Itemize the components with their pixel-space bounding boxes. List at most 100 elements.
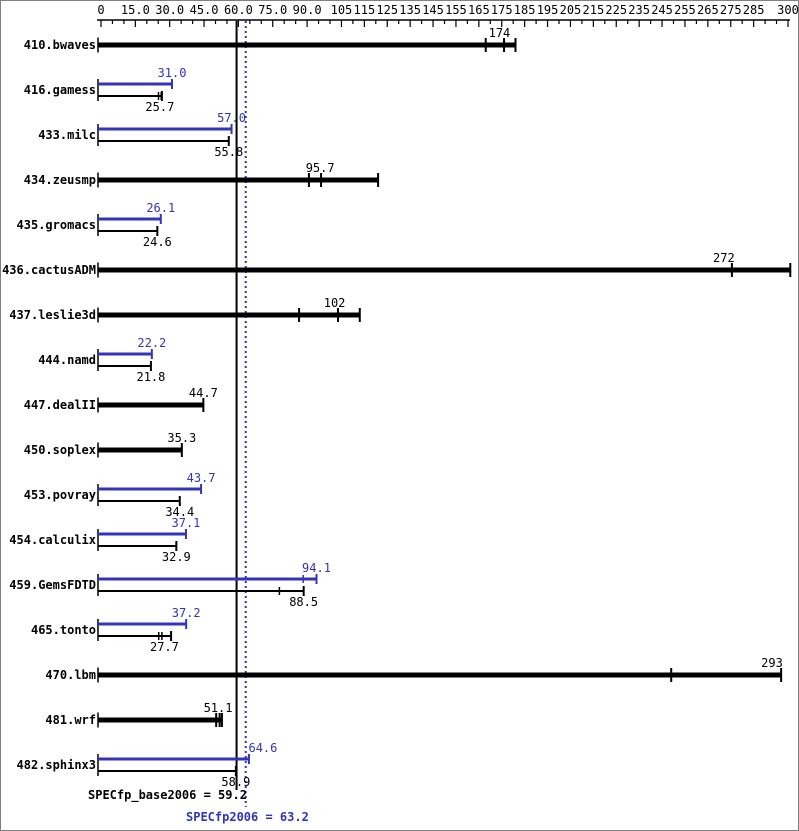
axis-tick-label: 30.0 <box>155 3 184 17</box>
benchmark-label: 481.wrf <box>45 713 96 727</box>
base-bar <box>98 230 158 232</box>
base-value-label: 95.7 <box>306 161 335 175</box>
base-bar <box>98 545 177 547</box>
benchmark-label: 447.dealII <box>24 398 96 412</box>
peak-value-label: 43.7 <box>187 471 216 485</box>
benchmark-label: 416.gamess <box>24 83 96 97</box>
peak-bar <box>98 757 249 761</box>
benchmark-label: 434.zeusmp <box>24 173 96 187</box>
benchmark-label: 470.lbm <box>45 668 96 682</box>
axis-tick-label: 265 <box>697 3 719 17</box>
axis-tick-label: 245 <box>651 3 673 17</box>
specfp2006-summary: SPECfp2006 = 63.2 <box>186 810 309 824</box>
benchmark-row: 444.namd 22.2 21.8 <box>38 336 166 384</box>
benchmark-row: 453.povray 43.7 34.4 <box>24 471 216 519</box>
peak-value-label: 64.6 <box>248 741 277 755</box>
base-bar <box>98 635 172 637</box>
base-bar <box>98 590 304 592</box>
base-value-label: 35.3 <box>167 431 196 445</box>
benchmark-row: 450.soplex 35.3 <box>24 431 196 458</box>
base-bar <box>98 770 236 772</box>
axis-tick-label: 45.0 <box>190 3 219 17</box>
benchmark-row: 465.tonto 37.2 27.7 <box>31 606 201 654</box>
axis-tick-label: 15.0 <box>121 3 150 17</box>
base-bar <box>98 365 151 367</box>
base-value-label: 272 <box>713 251 735 265</box>
base-value-label: 27.7 <box>150 640 179 654</box>
benchmark-row: 454.calculix 37.1 32.9 <box>9 516 200 564</box>
benchmark-row: 447.dealII 44.7 <box>24 386 218 413</box>
base-bar <box>98 447 182 453</box>
base-bar <box>98 672 782 678</box>
benchmark-label: 444.namd <box>38 353 96 367</box>
base-value-label: 34.4 <box>165 505 194 519</box>
benchmark-label: 454.calculix <box>9 533 96 547</box>
axis-tick-label: 185 <box>514 3 536 17</box>
peak-value-label: 22.2 <box>137 336 166 350</box>
axis-tick-label: 135 <box>399 3 421 17</box>
benchmark-label: 436.cactusADM <box>2 263 96 277</box>
base-value-label: 58.9 <box>221 775 250 789</box>
peak-bar <box>98 532 186 536</box>
peak-value-label: 37.1 <box>172 516 201 530</box>
benchmark-label: 433.milc <box>38 128 96 142</box>
base-value-label: 51.1 <box>204 701 233 715</box>
axis-tick-label: 215 <box>583 3 605 17</box>
benchmark-row: 433.milc 57.0 55.8 <box>38 111 246 159</box>
base-value-label: 21.8 <box>136 370 165 384</box>
benchmark-row: 470.lbm 293 <box>45 656 783 683</box>
base-value-label: 293 <box>761 656 783 670</box>
axis-tick-label: 155 <box>445 3 467 17</box>
benchmark-row: 436.cactusADM 272 <box>2 251 792 278</box>
benchmark-row: 435.gromacs 26.1 24.6 <box>17 201 176 249</box>
base-value-label: 44.7 <box>189 386 218 400</box>
base-value-label: 25.7 <box>145 100 174 114</box>
benchmark-label: 450.soplex <box>24 443 96 457</box>
benchmark-row: 481.wrf 51.1 <box>45 701 232 728</box>
base-bar <box>98 95 162 97</box>
peak-value-label: 94.1 <box>302 561 331 575</box>
base-bar <box>98 312 360 318</box>
base-bar <box>98 500 180 502</box>
benchmark-label: 465.tonto <box>31 623 96 637</box>
axis-tick-label: 275 <box>720 3 742 17</box>
peak-bar <box>98 622 187 626</box>
benchmark-label: 459.GemsFDTD <box>9 578 96 592</box>
specfp-base2006-summary: SPECfp_base2006 = 59.2 <box>88 788 247 802</box>
benchmark-label: 453.povray <box>24 488 96 502</box>
base-value-label: 102 <box>324 296 346 310</box>
axis-tick-label: 0 <box>97 3 104 17</box>
base-value-label: 32.9 <box>162 550 191 564</box>
peak-bar <box>98 577 317 581</box>
axis-tick-label: 300 <box>777 3 798 17</box>
axis-tick-label: 285 <box>743 3 765 17</box>
peak-value-label: 26.1 <box>146 201 175 215</box>
peak-bar <box>98 127 232 131</box>
base-bar <box>98 402 204 408</box>
peak-bar <box>98 217 161 221</box>
axis-tick-label: 255 <box>674 3 696 17</box>
axis-tick-label: 175 <box>491 3 513 17</box>
base-value-label: 88.5 <box>289 595 318 609</box>
benchmark-label: 410.bwaves <box>24 38 96 52</box>
peak-bar <box>98 352 152 356</box>
peak-bar <box>98 82 172 86</box>
axis-tick-label: 225 <box>605 3 627 17</box>
benchmark-row: 482.sphinx3 64.6 58.9 <box>17 741 278 789</box>
peak-value-label: 31.0 <box>158 66 187 80</box>
axis-tick-label: 125 <box>376 3 398 17</box>
base-bar <box>98 140 229 142</box>
axis-tick-label: 60.0 <box>224 3 253 17</box>
benchmark-row: 416.gamess 31.0 25.7 <box>24 66 187 114</box>
benchmark-row: 410.bwaves 174 <box>24 26 517 53</box>
base-bar <box>98 717 222 723</box>
peak-value-label: 57.0 <box>217 111 246 125</box>
base-bar <box>98 177 379 183</box>
axis-tick-label: 205 <box>560 3 582 17</box>
axis-tick-label: 195 <box>537 3 559 17</box>
axis-tick-label: 105 <box>331 3 353 17</box>
axis-tick-label: 115 <box>354 3 376 17</box>
base-bar <box>98 267 791 273</box>
